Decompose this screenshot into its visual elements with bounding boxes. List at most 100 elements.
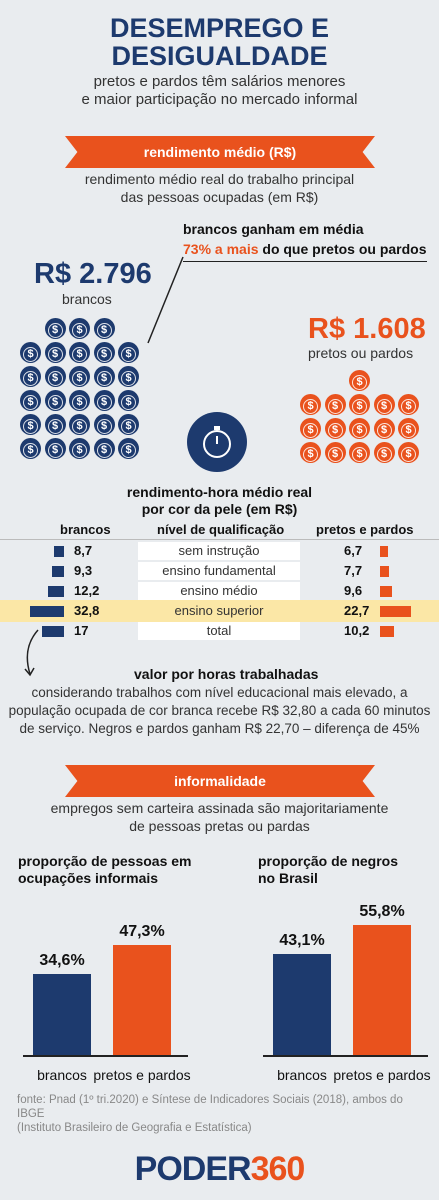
table-row: 32,8 ensino superior 22,7 — [0, 601, 439, 621]
table-row: 12,2 ensino médio 9,6 — [0, 581, 439, 601]
coin-icon: $ — [118, 414, 139, 435]
coin-icon: $ — [373, 442, 395, 463]
informality-description: empregos sem carteira assinada são major… — [0, 799, 439, 835]
subtitle-line-1: pretos e pardos têm salários menores — [93, 73, 346, 90]
coin-icon: $ — [118, 342, 139, 363]
chart-1-title: proporção de pessoas em ocupações inform… — [18, 853, 192, 887]
coin-icon: $ — [373, 394, 395, 415]
curved-arrow-icon — [24, 629, 39, 677]
black-bar — [380, 586, 392, 597]
coin-icon: $ — [349, 442, 370, 463]
white-income-label: brancos — [62, 291, 112, 307]
bar-value-label: 43,1% — [279, 932, 325, 950]
coin-icon: $ — [20, 414, 41, 435]
income-banner: rendimento médio (R$) — [65, 136, 375, 168]
chart-2-title-line-1: proporção de negros — [258, 853, 399, 869]
table-row: 8,7 sem instrução 6,7 — [0, 541, 439, 561]
coin-icon: $ — [398, 442, 419, 463]
coin-icon: $ — [324, 442, 346, 463]
table-row: 17 total 10,2 — [0, 621, 439, 641]
black-value: 6,7 — [344, 543, 363, 558]
black-value: 7,7 — [344, 563, 363, 578]
coin-icon: $ — [349, 370, 370, 391]
page-subtitle: pretos e pardos têm salários menores e m… — [0, 73, 439, 109]
coin-icon: $ — [93, 438, 115, 459]
level-label: ensino superior — [138, 602, 300, 620]
chart-2-title: proporção de negros no Brasil — [258, 853, 398, 887]
coin-icon: $ — [300, 442, 321, 463]
black-bar — [380, 546, 388, 557]
coin-icon: $ — [44, 342, 66, 363]
black-coin-stack: $ $ $ $ $ $ $ $ $ $ $ $ $ $ $ $ — [300, 370, 425, 470]
source-line-2: (Instituto Brasileiro de Geografia e Est… — [17, 1122, 252, 1134]
coin-icon: $ — [20, 366, 41, 387]
coin-icon: $ — [69, 438, 90, 459]
coin-icon: $ — [118, 438, 139, 459]
level-label: ensino fundamental — [138, 562, 300, 580]
stopwatch-icon — [203, 426, 231, 458]
coin-icon: $ — [69, 390, 90, 411]
note-line-1: considerando trabalhos com nível educaci… — [31, 685, 408, 700]
poder360-logo: PODER360 — [0, 1150, 439, 1189]
black-value: 9,6 — [344, 583, 363, 598]
chart-2-title-line-2: no Brasil — [258, 870, 318, 886]
category-label: pretos e pardos — [93, 1067, 191, 1083]
chart-1-title-line-1: proporção de pessoas em — [18, 853, 192, 869]
coin-icon: $ — [69, 318, 90, 339]
coin-icon: $ — [349, 394, 370, 415]
black-income-value: R$ 1.608 — [308, 313, 426, 345]
title-line-1: DESEMPREGO E — [109, 13, 330, 43]
logo-part-a: PODER — [134, 1150, 252, 1188]
logo-part-b: 360 — [250, 1150, 306, 1188]
bar-white — [273, 954, 331, 1055]
black-bar — [380, 566, 389, 577]
note-line-2: população ocupada de cor branca recebe R… — [8, 703, 431, 718]
coin-icon: $ — [118, 366, 139, 387]
coin-icon: $ — [93, 414, 115, 435]
title-line-2: DESIGUALDADE — [111, 41, 328, 71]
coin-icon: $ — [20, 438, 41, 459]
page-title: DESEMPREGO E DESIGUALDADE — [0, 14, 439, 70]
callout-rest: do que pretos ou pardos — [258, 241, 427, 257]
coin-icon: $ — [93, 366, 115, 387]
callout-line-1: brancos ganham em média — [183, 221, 364, 237]
source-line-1: fonte: Pnad (1º tri.2020) e Síntese de I… — [17, 1094, 403, 1120]
hourly-title-line-2: por cor da pele (em R$) — [141, 501, 298, 517]
white-bar — [52, 566, 64, 577]
coin-icon: $ — [69, 366, 90, 387]
black-value: 22,7 — [344, 603, 370, 618]
stopwatch-badge — [187, 412, 247, 472]
header-divider — [0, 539, 439, 540]
coin-icon: $ — [300, 418, 321, 439]
white-value: 9,3 — [74, 563, 93, 578]
bar-value-label: 55,8% — [359, 902, 405, 920]
category-label: brancos — [277, 1067, 327, 1083]
coin-icon: $ — [69, 414, 90, 435]
bar-white — [33, 974, 91, 1055]
coin-icon: $ — [324, 418, 346, 439]
x-axis-line — [23, 1055, 188, 1057]
note-body: considerando trabalhos com nível educaci… — [0, 684, 439, 738]
coin-icon: $ — [373, 418, 395, 439]
coin-icon: $ — [44, 414, 66, 435]
coin-icon: $ — [300, 394, 321, 415]
chart-1: 34,6% brancos 47,3% pretos e pardos — [18, 900, 208, 1090]
level-label: ensino médio — [138, 582, 300, 600]
level-label: sem instrução — [138, 542, 300, 560]
white-value: 8,7 — [74, 543, 93, 558]
black-bar — [380, 626, 394, 637]
white-value: 17 — [74, 623, 89, 638]
coin-icon: $ — [324, 394, 346, 415]
black-value: 10,2 — [344, 623, 370, 638]
white-coin-stack: $ $ $ $ $ $ $ $ $ $ $ $ $ $ $ $ $ $ $ $ $ $ $ $ $ $ $ $ — [20, 318, 150, 468]
black-bar — [380, 606, 411, 617]
col-header-black: pretos e pardos — [316, 522, 414, 537]
coin-icon: $ — [20, 342, 41, 363]
chart-2: 43,1% brancos 55,8% pretos e pardos — [258, 900, 433, 1090]
level-label: total — [138, 622, 300, 640]
note-title: valor por horas trabalhadas — [134, 666, 319, 682]
callout-line-2: 73% a mais do que pretos ou pardos — [183, 239, 427, 259]
chart-1-title-line-2: ocupações informais — [18, 870, 159, 886]
category-label: brancos — [37, 1067, 87, 1083]
coin-icon: $ — [349, 418, 370, 439]
